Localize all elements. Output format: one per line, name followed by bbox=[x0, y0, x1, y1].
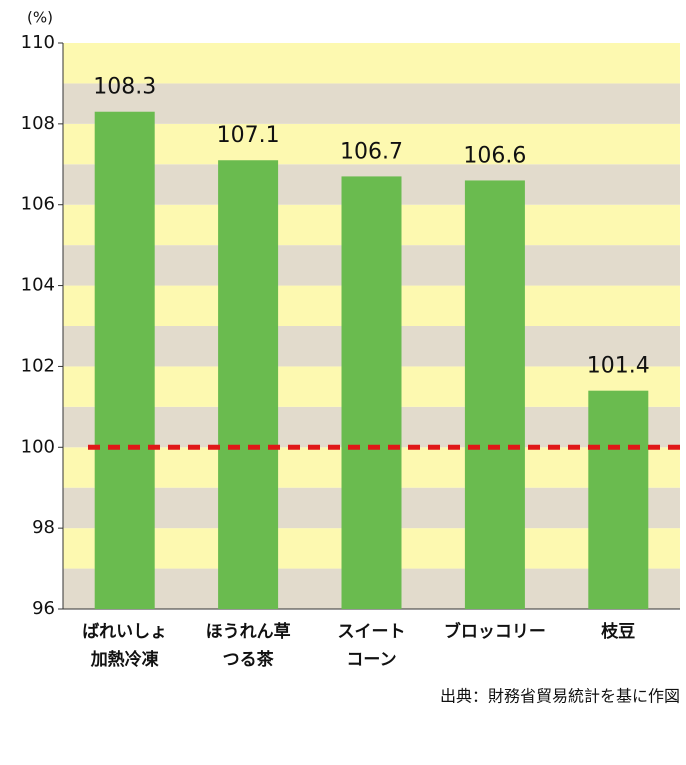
y-tick-label: 102 bbox=[21, 355, 55, 376]
y-tick-label: 96 bbox=[32, 598, 55, 619]
y-tick-label: 98 bbox=[32, 517, 55, 538]
y-tick-label: 106 bbox=[21, 194, 55, 215]
x-tick-label: 枝豆 bbox=[601, 621, 635, 642]
value-label: 106.6 bbox=[463, 143, 526, 168]
bar bbox=[464, 180, 525, 609]
value-label: 106.7 bbox=[340, 139, 403, 164]
x-tick-label: コーン bbox=[346, 650, 396, 670]
bar bbox=[341, 176, 402, 609]
y-axis-unit: (%) bbox=[27, 9, 53, 27]
bar bbox=[94, 111, 155, 609]
x-tick-label: ほうれん草 bbox=[206, 622, 291, 642]
y-tick-label: 108 bbox=[21, 113, 55, 134]
source-note: 出典：財務省貿易統計を基に作図 bbox=[440, 687, 680, 706]
value-label: 101.4 bbox=[587, 354, 650, 379]
x-tick-label: 加熱冷凍 bbox=[90, 649, 160, 670]
value-label: 108.3 bbox=[93, 75, 156, 100]
background-band bbox=[63, 83, 680, 124]
x-tick-label: ブロッコリー bbox=[444, 621, 546, 642]
value-label: 107.1 bbox=[217, 123, 280, 148]
background-band bbox=[63, 43, 680, 84]
bar bbox=[588, 390, 649, 609]
y-tick-label: 110 bbox=[21, 32, 55, 53]
y-tick-label: 104 bbox=[21, 275, 55, 296]
y-tick-label: 100 bbox=[21, 436, 55, 457]
x-tick-label: つる茶 bbox=[223, 649, 275, 670]
bar bbox=[218, 160, 279, 609]
background-band bbox=[63, 123, 680, 165]
x-tick-label: ばれいしょ bbox=[82, 622, 167, 642]
x-tick-label: スイート bbox=[338, 622, 406, 642]
